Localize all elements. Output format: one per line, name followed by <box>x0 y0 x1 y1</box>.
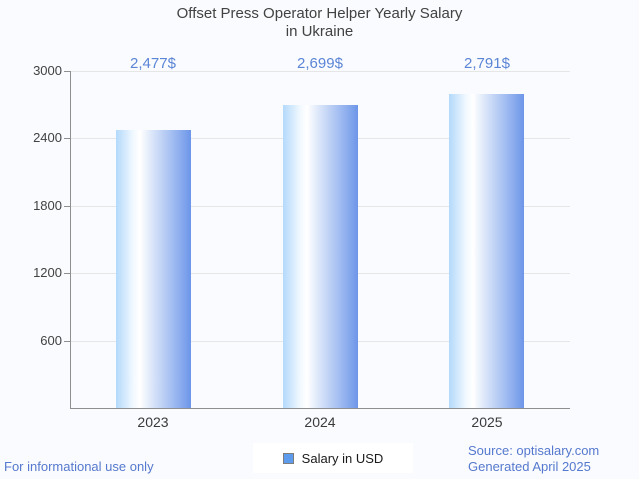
y-tick-label-2400: 2400 <box>33 130 62 145</box>
y-tick-label-3000: 3000 <box>33 63 62 78</box>
y-axis-line <box>70 71 71 408</box>
y-tick-label-1800: 1800 <box>33 198 62 213</box>
x-tick-label-2025: 2025 <box>471 414 503 430</box>
legend-swatch-icon <box>282 452 294 464</box>
y-tick-2400 <box>64 138 70 139</box>
bar-2023[interactable] <box>116 130 191 408</box>
y-tick-label-600: 600 <box>40 333 62 348</box>
bar-2024[interactable] <box>283 105 358 408</box>
source-link[interactable]: Source: optisalary.com <box>468 443 600 458</box>
bar-value-label-2023: 2,477$ <box>130 55 176 72</box>
x-tick-label-2024: 2024 <box>304 414 336 430</box>
source-block: Source: optisalary.com Generated April 2… <box>468 443 599 475</box>
bar-value-label-2024: 2,699$ <box>297 55 343 72</box>
y-tick-1200 <box>64 273 70 274</box>
disclaimer-text: For informational use only <box>4 459 154 474</box>
bar-2025[interactable] <box>449 94 524 408</box>
chart-title-line1: Offset Press Operator Helper Yearly Sala… <box>176 5 463 22</box>
legend-label: Salary in USD <box>301 450 384 466</box>
x-axis-line <box>70 408 570 409</box>
chart-title: Offset Press Operator Helper Yearly Sala… <box>0 5 639 41</box>
bar-value-label-2025: 2,791$ <box>464 55 510 72</box>
y-tick-1800 <box>64 206 70 207</box>
y-tick-600 <box>64 341 70 342</box>
chart-title-line2: in Ukraine <box>285 23 354 40</box>
gridline-3000 <box>70 71 570 72</box>
legend: Salary in USD <box>253 443 413 473</box>
x-tick-label-2023: 2023 <box>137 414 169 430</box>
y-tick-label-1200: 1200 <box>33 265 62 280</box>
y-tick-3000 <box>64 71 70 72</box>
generated-date: Generated April 2025 <box>468 459 591 474</box>
